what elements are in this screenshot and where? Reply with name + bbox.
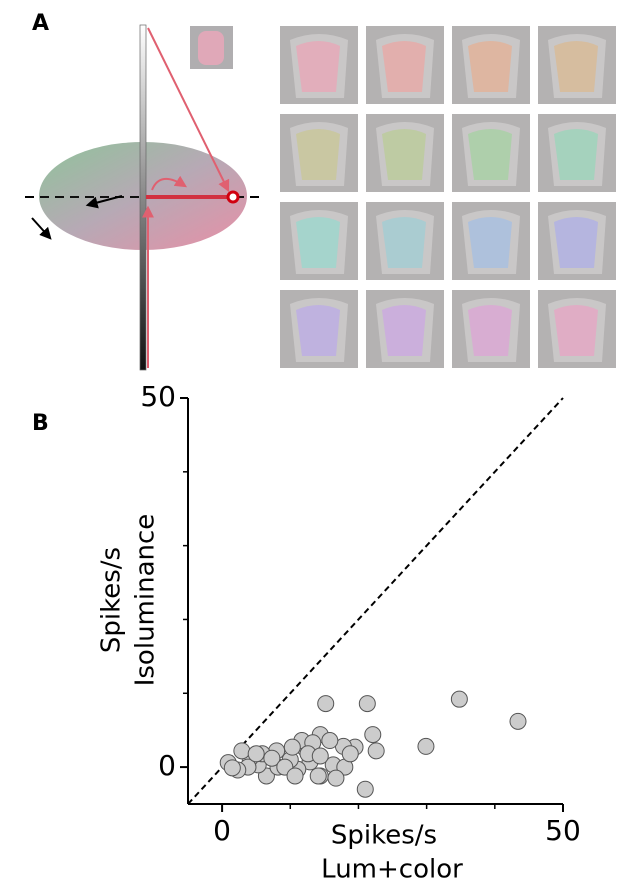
y-tick-label: 50 [140,380,176,413]
point [356,780,374,798]
y-axis-label: Spikes/s [97,547,127,653]
point [450,690,468,708]
panel-label: B [32,411,49,436]
point [263,749,281,767]
point [286,767,304,785]
point [309,767,327,785]
point [233,742,251,760]
face-tint [382,41,426,92]
point [311,747,329,765]
face-tint [296,217,340,268]
x-axis-label: Spikes/s [331,821,437,851]
face-tint [468,305,512,356]
point [317,695,335,713]
point [509,712,527,730]
face-tint [468,129,512,180]
point [358,695,376,713]
face-tint [554,305,598,356]
point [364,726,382,744]
x-tick-label: 50 [545,814,581,847]
point [341,745,359,763]
face-tint [468,41,512,92]
point [321,732,339,750]
face-tint [382,217,426,268]
y-axis-label: Isoluminance [131,514,161,687]
reference-line [187,397,564,805]
face-tint [296,129,340,180]
face-tint [554,129,598,180]
point [327,769,345,787]
face-tint [554,41,598,92]
point [367,742,385,760]
point [417,737,435,755]
panel-label: A [32,11,49,36]
face-tint [382,129,426,180]
face-tint [554,217,598,268]
face-tint [296,41,340,92]
point [283,738,301,756]
x-tick-label: 0 [213,814,231,847]
stimulus-diagram [25,24,262,371]
face-tint [382,305,426,356]
point [223,759,241,777]
y-tick-label: 0 [158,749,176,782]
point [247,745,265,763]
face-tint [468,217,512,268]
stimulus-grid [280,26,616,368]
x-axis-label: Lum+color [321,855,463,885]
face-tint [296,305,340,356]
